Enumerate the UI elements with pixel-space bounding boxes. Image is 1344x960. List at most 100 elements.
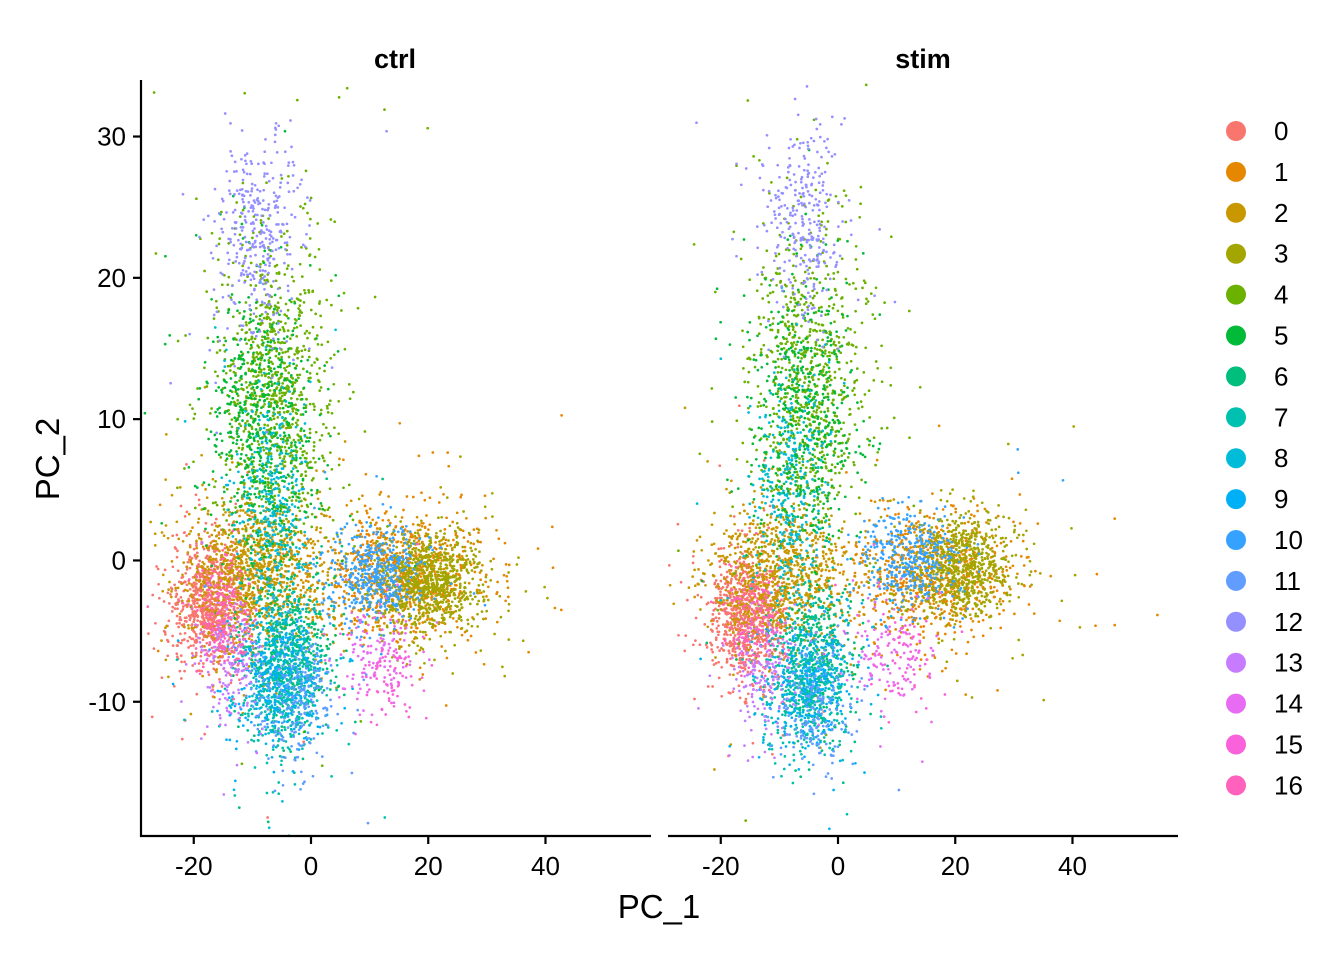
scatter-point-cluster-5 <box>287 434 291 437</box>
scatter-point-cluster-0 <box>185 534 189 537</box>
scatter-point-cluster-2 <box>300 504 304 508</box>
scatter-point-cluster-2 <box>170 560 174 563</box>
scatter-point-cluster-2 <box>207 571 211 575</box>
scatter-point-cluster-3 <box>439 562 443 565</box>
scatter-point-cluster-4 <box>254 394 258 398</box>
scatter-point-cluster-5 <box>301 413 305 416</box>
scatter-point-cluster-3 <box>419 615 422 619</box>
scatter-point-cluster-3 <box>416 644 420 648</box>
scatter-point-cluster-1 <box>467 581 471 585</box>
scatter-point-cluster-3 <box>546 596 549 600</box>
scatter-point-cluster-2 <box>311 540 315 543</box>
scatter-point-cluster-4 <box>238 311 241 315</box>
scatter-point-cluster-1 <box>339 585 343 589</box>
scatter-point-cluster-3 <box>436 556 439 560</box>
scatter-point-cluster-3 <box>443 611 447 615</box>
scatter-point-cluster-3 <box>449 611 453 615</box>
scatter-point-cluster-2 <box>216 547 219 551</box>
scatter-point-cluster-0 <box>178 669 182 673</box>
scatter-point-cluster-0 <box>181 608 185 611</box>
scatter-point-cluster-2 <box>236 593 240 596</box>
scatter-point-cluster-4 <box>193 506 197 510</box>
scatter-point-cluster-5 <box>268 439 272 442</box>
scatter-point-cluster-4 <box>291 422 294 426</box>
scatter-point-cluster-2 <box>257 604 261 608</box>
scatter-point-cluster-2 <box>217 536 221 540</box>
scatter-point-cluster-3 <box>433 600 436 604</box>
scatter-point-cluster-1 <box>402 508 405 512</box>
scatter-point-cluster-5 <box>301 444 305 448</box>
scatter-point-cluster-3 <box>501 665 504 669</box>
scatter-point-cluster-4 <box>329 218 333 221</box>
scatter-point-cluster-3 <box>414 614 418 618</box>
scatter-point-cluster-4 <box>318 366 321 370</box>
scatter-point-cluster-3 <box>457 553 461 556</box>
scatter-point-cluster-4 <box>383 108 386 111</box>
scatter-point-cluster-4 <box>244 321 248 324</box>
scatter-point-cluster-2 <box>277 617 281 621</box>
scatter-point-cluster-1 <box>342 590 346 593</box>
scatter-point-cluster-1 <box>440 621 444 624</box>
scatter-point-cluster-4 <box>300 349 304 353</box>
scatter-point-cluster-3 <box>457 608 461 612</box>
scatter-point-cluster-2 <box>220 496 224 500</box>
scatter-point-cluster-4 <box>193 412 197 416</box>
scatter-point-cluster-3 <box>463 586 466 590</box>
scatter-point-cluster-2 <box>162 534 166 538</box>
scatter-point-cluster-4 <box>300 473 304 476</box>
scatter-point-cluster-4 <box>247 369 251 373</box>
scatter-point-cluster-2 <box>285 581 289 585</box>
scatter-point-cluster-2 <box>234 560 237 563</box>
scatter-point-cluster-3 <box>387 610 391 614</box>
scatter-point-cluster-0 <box>197 498 201 502</box>
scatter-point-cluster-4 <box>280 177 284 180</box>
scatter-point-cluster-0 <box>184 580 187 584</box>
scatter-point-cluster-3 <box>470 624 474 628</box>
scatter-point-cluster-2 <box>332 537 336 541</box>
scatter-point-cluster-5 <box>239 481 243 485</box>
scatter-point-cluster-2 <box>329 545 333 549</box>
scatter-point-cluster-3 <box>469 541 473 545</box>
scatter-point-cluster-1 <box>379 616 383 620</box>
scatter-point-cluster-2 <box>274 525 277 529</box>
scatter-point-cluster-2 <box>295 549 299 553</box>
scatter-point-cluster-1 <box>395 540 398 544</box>
scatter-point-cluster-3 <box>465 554 469 558</box>
scatter-point-cluster-3 <box>404 604 408 608</box>
scatter-point-cluster-3 <box>446 594 450 597</box>
scatter-point-cluster-3 <box>429 592 433 596</box>
scatter-point-cluster-4 <box>299 292 302 296</box>
scatter-point-cluster-3 <box>401 609 405 612</box>
scatter-point-cluster-0 <box>164 633 167 636</box>
scatter-point-cluster-1 <box>419 575 423 578</box>
scatter-point-cluster-3 <box>442 584 446 587</box>
scatter-point-cluster-2 <box>187 512 191 516</box>
scatter-point-cluster-4 <box>319 326 323 329</box>
scatter-point-cluster-4 <box>241 446 245 450</box>
scatter-point-cluster-3 <box>459 569 463 572</box>
scatter-point-cluster-1 <box>353 594 357 598</box>
scatter-point-cluster-2 <box>216 565 220 569</box>
scatter-point-cluster-1 <box>343 575 346 578</box>
scatter-point-cluster-3 <box>412 539 416 543</box>
scatter-point-cluster-1 <box>437 501 441 504</box>
scatter-point-cluster-4 <box>214 370 217 374</box>
scatter-point-cluster-3 <box>419 607 423 610</box>
scatter-point-cluster-5 <box>282 554 286 558</box>
scatter-point-cluster-4 <box>329 451 332 454</box>
scatter-point-cluster-4 <box>285 442 289 445</box>
scatter-point-cluster-5 <box>243 400 247 404</box>
scatter-point-cluster-2 <box>182 625 186 629</box>
scatter-point-cluster-5 <box>266 329 269 333</box>
scatter-point-cluster-1 <box>465 516 468 520</box>
scatter-point-cluster-1 <box>296 583 300 587</box>
scatter-point-cluster-5 <box>235 442 238 446</box>
scatter-point-cluster-0 <box>170 610 174 613</box>
scatter-point-cluster-3 <box>503 674 507 678</box>
scatter-point-cluster-1 <box>414 536 418 540</box>
scatter-point-cluster-2 <box>215 534 219 538</box>
scatter-point-cluster-3 <box>469 594 472 597</box>
scatter-point-cluster-4 <box>277 319 280 323</box>
scatter-point-cluster-4 <box>183 467 186 470</box>
scatter-point-cluster-0 <box>235 550 238 553</box>
